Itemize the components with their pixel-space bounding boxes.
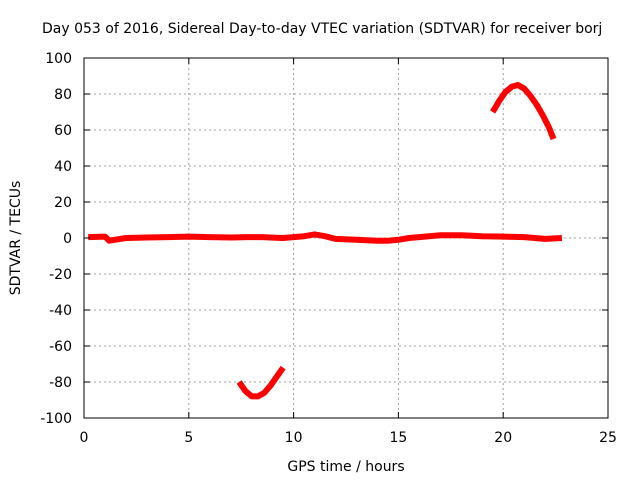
y-tick-label: -80 <box>49 375 72 391</box>
y-tick-label: 0 <box>63 231 72 247</box>
x-tick-label: 15 <box>389 430 407 446</box>
x-tick-label: 20 <box>494 430 512 446</box>
series-dip <box>236 365 286 400</box>
series-layer <box>88 82 563 400</box>
y-tick-label: -100 <box>40 411 72 427</box>
y-tick-label: -60 <box>49 339 72 355</box>
x-tick-label: 0 <box>80 430 89 446</box>
series-peak <box>490 82 557 141</box>
x-tick-label: 5 <box>184 430 193 446</box>
y-tick-label: -40 <box>49 303 72 319</box>
y-tick-label: 20 <box>54 195 72 211</box>
chart-title: Day 053 of 2016, Sidereal Day-to-day VTE… <box>42 21 602 37</box>
x-axis-label: GPS time / hours <box>287 459 404 475</box>
y-axis-label: SDTVAR / TECUs <box>8 181 24 296</box>
x-tick-label: 25 <box>599 430 617 446</box>
x-tick-label: 10 <box>285 430 303 446</box>
y-tick-label: -20 <box>49 267 72 283</box>
y-tick-label: 60 <box>54 123 72 139</box>
y-tick-label: 100 <box>45 51 72 67</box>
y-tick-label: 80 <box>54 87 72 103</box>
y-tick-label: 40 <box>54 159 72 175</box>
tick-layer: -100 -80 -60 -40 -20 0 20 40 60 80 100 0 5 10 15 20 25 <box>40 51 617 446</box>
series-baseline <box>88 231 563 244</box>
